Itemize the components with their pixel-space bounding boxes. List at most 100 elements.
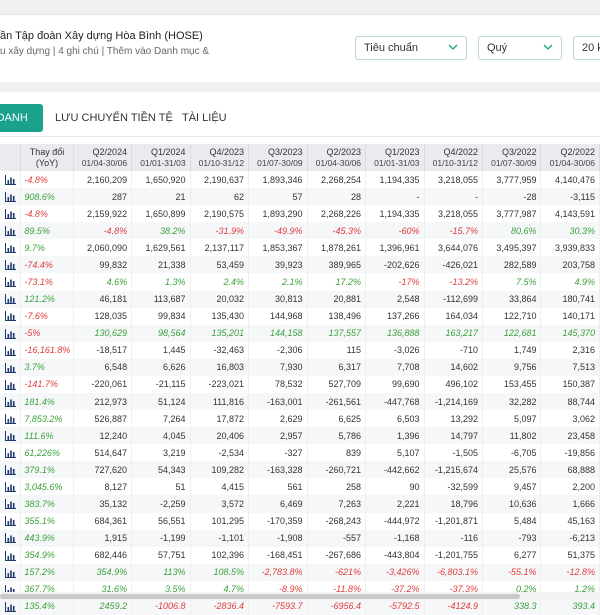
tab-cash-flow[interactable]: LƯU CHUYỂN TIỀN TỆ [55, 104, 173, 132]
value-cell: 7.5% [482, 273, 542, 291]
period-range: 01/04-30/06 [81, 157, 128, 168]
chart-icon[interactable] [0, 358, 22, 376]
value-cell: 20,406 [190, 427, 250, 445]
value-cell: 4,415 [190, 478, 250, 496]
value-cell: 561 [248, 478, 308, 496]
chart-icon[interactable] [0, 324, 22, 342]
chart-icon[interactable] [0, 410, 22, 428]
count-select[interactable]: 20 k [573, 36, 600, 60]
value-cell: -21,115 [131, 375, 191, 394]
table-row: 157.2% 354.9% 113% 108.5% -2,783.8% -621% -3,4… [0, 563, 600, 581]
value-cell: 1.3% [131, 273, 191, 291]
value-cell: -6,705 [482, 444, 542, 462]
chart-icon[interactable] [0, 341, 22, 359]
value-cell: 138,496 [307, 307, 367, 325]
value-cell: 140,171 [540, 307, 600, 325]
value-cell: 2,316 [540, 341, 600, 359]
value-cell: 53,459 [190, 256, 250, 274]
table-row: 354.9% 682,446 57,751 102,396 -168,451 -267,6… [0, 546, 600, 564]
chart-icon[interactable] [0, 171, 22, 189]
value-cell: -268,243 [307, 512, 367, 530]
value-cell: 17,872 [190, 410, 250, 428]
value-cell: -2,534 [190, 444, 250, 462]
value-cell: -1,201,871 [424, 512, 483, 530]
value-cell: -4124.9 [424, 597, 483, 615]
value-cell: 9,457 [482, 478, 542, 496]
value-cell: 25,576 [482, 461, 542, 479]
change-column-header: Thay đổi (YoY) [20, 144, 74, 171]
chart-icon[interactable] [0, 393, 22, 411]
yoy-change-cell: 379.1% [20, 461, 74, 479]
chart-icon[interactable] [0, 307, 22, 325]
tab-business-results[interactable]: OANH [0, 104, 43, 132]
value-cell: 6,548 [73, 358, 133, 376]
table-row: 135.4% 2459.2 -1006.8 -2836.4 -7593.7 -6956.4… [0, 597, 600, 615]
chart-icon[interactable] [0, 427, 22, 445]
table-row: 3.7% 6,548 6,626 16,803 7,930 6,317 7,708 14,60… [0, 358, 600, 376]
chart-icon[interactable] [0, 444, 22, 462]
chart-icon[interactable] [0, 461, 22, 479]
value-cell: 54,343 [131, 461, 191, 479]
table-row: 61,226% 514,647 3,219 -2,534 -327 839 5,107 -1,… [0, 444, 600, 462]
period-header: Q4/2023 01/10-31/12 [190, 144, 250, 171]
chart-icon[interactable] [0, 375, 22, 394]
standard-select[interactable]: Tiêu chuẩn [355, 36, 467, 60]
chart-icon[interactable] [0, 188, 22, 206]
chart-icon[interactable] [0, 273, 22, 291]
table-row: 355.1% 684,361 56,551 101,295 -170,359 -268,2… [0, 512, 600, 530]
table-row: -5% 130,629 98,564 135,201 144,158 137,557 136… [0, 324, 600, 342]
table-row: 89.5% -4.8% 38.2% -31.9% -49.9% -45.3% -60% -15… [0, 222, 600, 240]
value-cell: -19,856 [540, 444, 600, 462]
chart-icon[interactable] [0, 239, 22, 257]
value-cell: 2,060,090 [73, 239, 133, 257]
value-cell: 5,786 [307, 427, 367, 445]
value-cell: 14,602 [424, 358, 483, 376]
value-cell: -32,599 [424, 478, 483, 496]
scrollbar-thumb[interactable] [0, 594, 520, 599]
value-cell: -223,021 [190, 375, 250, 394]
period-range: 01/01-31/03 [374, 157, 420, 168]
value-cell: -45.3% [307, 222, 367, 240]
value-cell: 4.6% [73, 273, 133, 291]
chart-icon[interactable] [0, 205, 22, 223]
value-cell: 8,127 [73, 478, 133, 496]
chart-icon[interactable] [0, 546, 22, 564]
tab-documents[interactable]: TÀI LIỆU [182, 104, 227, 132]
chart-icon[interactable] [0, 290, 22, 308]
chart-icon[interactable] [0, 478, 22, 496]
value-cell: 2,137,117 [190, 239, 250, 257]
value-cell: -2,306 [248, 341, 308, 359]
period-select-value: Quý [487, 42, 508, 54]
value-cell: 1,194,335 [365, 171, 425, 189]
value-cell: 514,647 [73, 444, 133, 462]
chart-icon[interactable] [0, 563, 22, 581]
period-select[interactable]: Quý [478, 36, 562, 60]
company-subtitle[interactable]: u xây dựng | 4 ghi chú | Thêm vào Danh m… [0, 46, 210, 57]
value-cell: 5,484 [482, 512, 542, 530]
yoy-change-cell: 111.6% [20, 427, 74, 445]
table-header: Thay đổi (YoY) Q2/2024 01/04-30/06 Q1/2024 0… [0, 144, 600, 171]
value-cell: 5,107 [365, 444, 425, 462]
chart-icon[interactable] [0, 512, 22, 530]
value-cell: 3,939,833 [540, 239, 600, 257]
horizontal-scrollbar[interactable] [0, 592, 600, 600]
tab-label: LƯU CHUYỂN TIỀN TỆ [55, 112, 173, 124]
chart-icon[interactable] [0, 597, 22, 615]
chart-icon[interactable] [0, 495, 22, 513]
value-cell: 122,681 [482, 324, 542, 342]
chart-icon[interactable] [0, 256, 22, 274]
value-cell: 1,650,899 [131, 205, 191, 223]
chart-icon[interactable] [0, 529, 22, 547]
value-cell: 1,893,346 [248, 171, 308, 189]
value-cell: -18,517 [73, 341, 133, 359]
count-select-value: 20 k [582, 42, 600, 54]
value-cell: 150,387 [540, 375, 600, 394]
value-cell: -1,214,169 [424, 393, 483, 411]
value-cell: -1,908 [248, 529, 308, 547]
value-cell: 16,803 [190, 358, 250, 376]
period-range: 01/04-30/06 [549, 157, 595, 168]
chart-icon[interactable] [0, 222, 22, 240]
table-row: -74.4% 99,832 21,338 53,459 39,923 389,965 -20… [0, 256, 600, 274]
standard-select-value: Tiêu chuẩn [364, 42, 419, 54]
value-cell: -3,426% [365, 563, 425, 581]
